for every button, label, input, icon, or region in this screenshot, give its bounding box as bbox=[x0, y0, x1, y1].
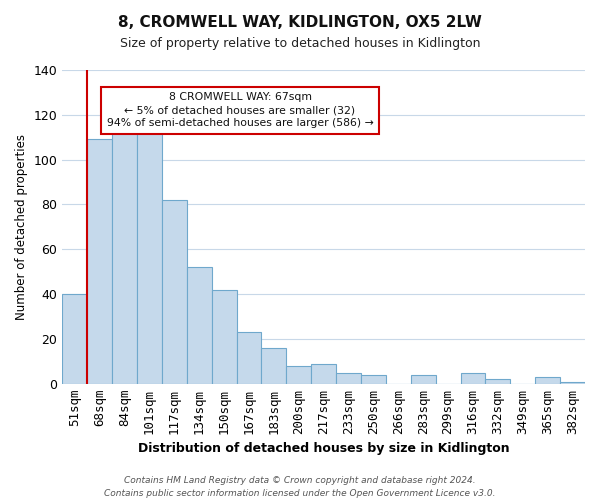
Bar bbox=[411, 375, 436, 384]
Bar bbox=[137, 126, 162, 384]
Bar bbox=[62, 294, 87, 384]
Bar bbox=[162, 200, 187, 384]
Text: 8, CROMWELL WAY, KIDLINGTON, OX5 2LW: 8, CROMWELL WAY, KIDLINGTON, OX5 2LW bbox=[118, 15, 482, 30]
Bar bbox=[212, 290, 236, 384]
Bar bbox=[535, 377, 560, 384]
Bar bbox=[286, 366, 311, 384]
Bar bbox=[87, 140, 112, 384]
Bar bbox=[336, 372, 361, 384]
Bar bbox=[461, 372, 485, 384]
Text: Size of property relative to detached houses in Kidlington: Size of property relative to detached ho… bbox=[120, 38, 480, 51]
Bar bbox=[262, 348, 286, 384]
Bar bbox=[361, 375, 386, 384]
Text: 8 CROMWELL WAY: 67sqm
← 5% of detached houses are smaller (32)
94% of semi-detac: 8 CROMWELL WAY: 67sqm ← 5% of detached h… bbox=[107, 92, 373, 128]
Bar bbox=[485, 380, 511, 384]
Bar bbox=[560, 382, 585, 384]
Bar bbox=[236, 332, 262, 384]
Bar bbox=[311, 364, 336, 384]
Bar bbox=[112, 122, 137, 384]
Y-axis label: Number of detached properties: Number of detached properties bbox=[15, 134, 28, 320]
X-axis label: Distribution of detached houses by size in Kidlington: Distribution of detached houses by size … bbox=[138, 442, 509, 455]
Bar bbox=[187, 267, 212, 384]
Text: Contains HM Land Registry data © Crown copyright and database right 2024.
Contai: Contains HM Land Registry data © Crown c… bbox=[104, 476, 496, 498]
